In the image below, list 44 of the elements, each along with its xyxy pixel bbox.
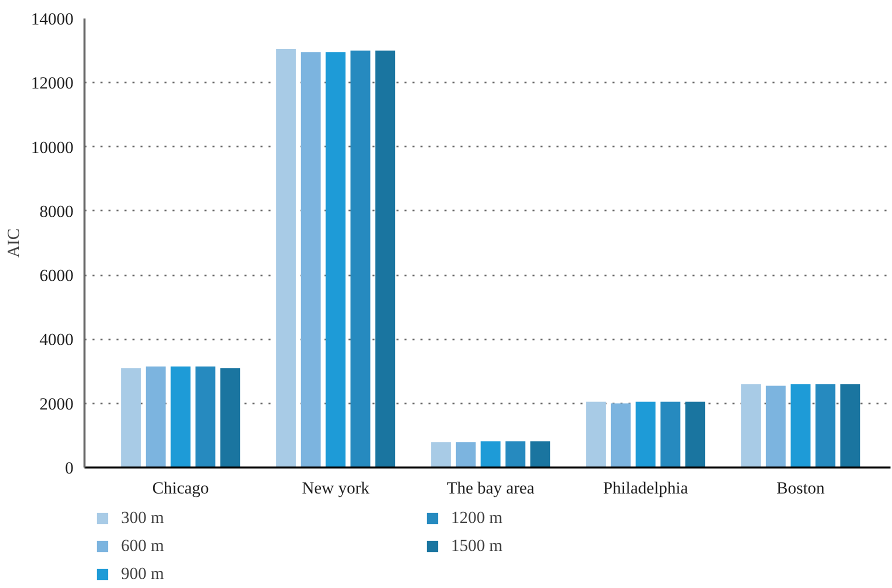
x-tick-label: Philadelphia — [603, 478, 689, 498]
legend-label: 1200 m — [451, 508, 504, 528]
y-tick-label: 10000 — [31, 138, 74, 157]
bar — [685, 402, 706, 468]
bar — [146, 366, 166, 468]
y-tick-label: 14000 — [31, 10, 74, 28]
bar — [660, 402, 680, 468]
x-tick-label: Chicago — [152, 478, 209, 498]
legend-label: 300 m — [121, 508, 165, 528]
bar — [636, 402, 656, 468]
legend-label: 1500 m — [451, 536, 504, 556]
y-tick-label: 4000 — [40, 330, 74, 350]
bar — [431, 442, 451, 468]
bar — [326, 52, 346, 468]
y-tick-label: 6000 — [40, 266, 74, 286]
y-tick-label: 12000 — [31, 74, 74, 93]
x-tick-label: Boston — [776, 478, 826, 498]
x-tick-label: New york — [302, 478, 370, 498]
bar — [815, 384, 836, 468]
legend-label: 600 m — [121, 536, 165, 556]
bar — [170, 366, 191, 468]
bar — [276, 48, 296, 468]
bar — [375, 50, 396, 468]
bar — [121, 368, 141, 468]
bar — [586, 402, 606, 468]
bar — [766, 386, 786, 468]
bar — [790, 384, 811, 468]
bar — [456, 442, 476, 468]
bar — [610, 403, 631, 468]
bar — [840, 384, 860, 468]
y-tick-label: 2000 — [40, 394, 74, 414]
bar — [220, 368, 240, 468]
bar — [505, 441, 526, 468]
legend-label: 900 m — [121, 564, 165, 584]
bar — [741, 384, 761, 468]
y-tick-label: 0 — [65, 458, 74, 478]
bar — [300, 52, 321, 468]
x-tick-label: The bay area — [446, 478, 535, 498]
y-axis-title: AIC — [4, 228, 23, 258]
bar — [480, 441, 501, 468]
y-tick-label: 8000 — [40, 202, 74, 221]
bar — [195, 366, 216, 468]
bar — [350, 50, 370, 468]
bar — [530, 441, 550, 468]
